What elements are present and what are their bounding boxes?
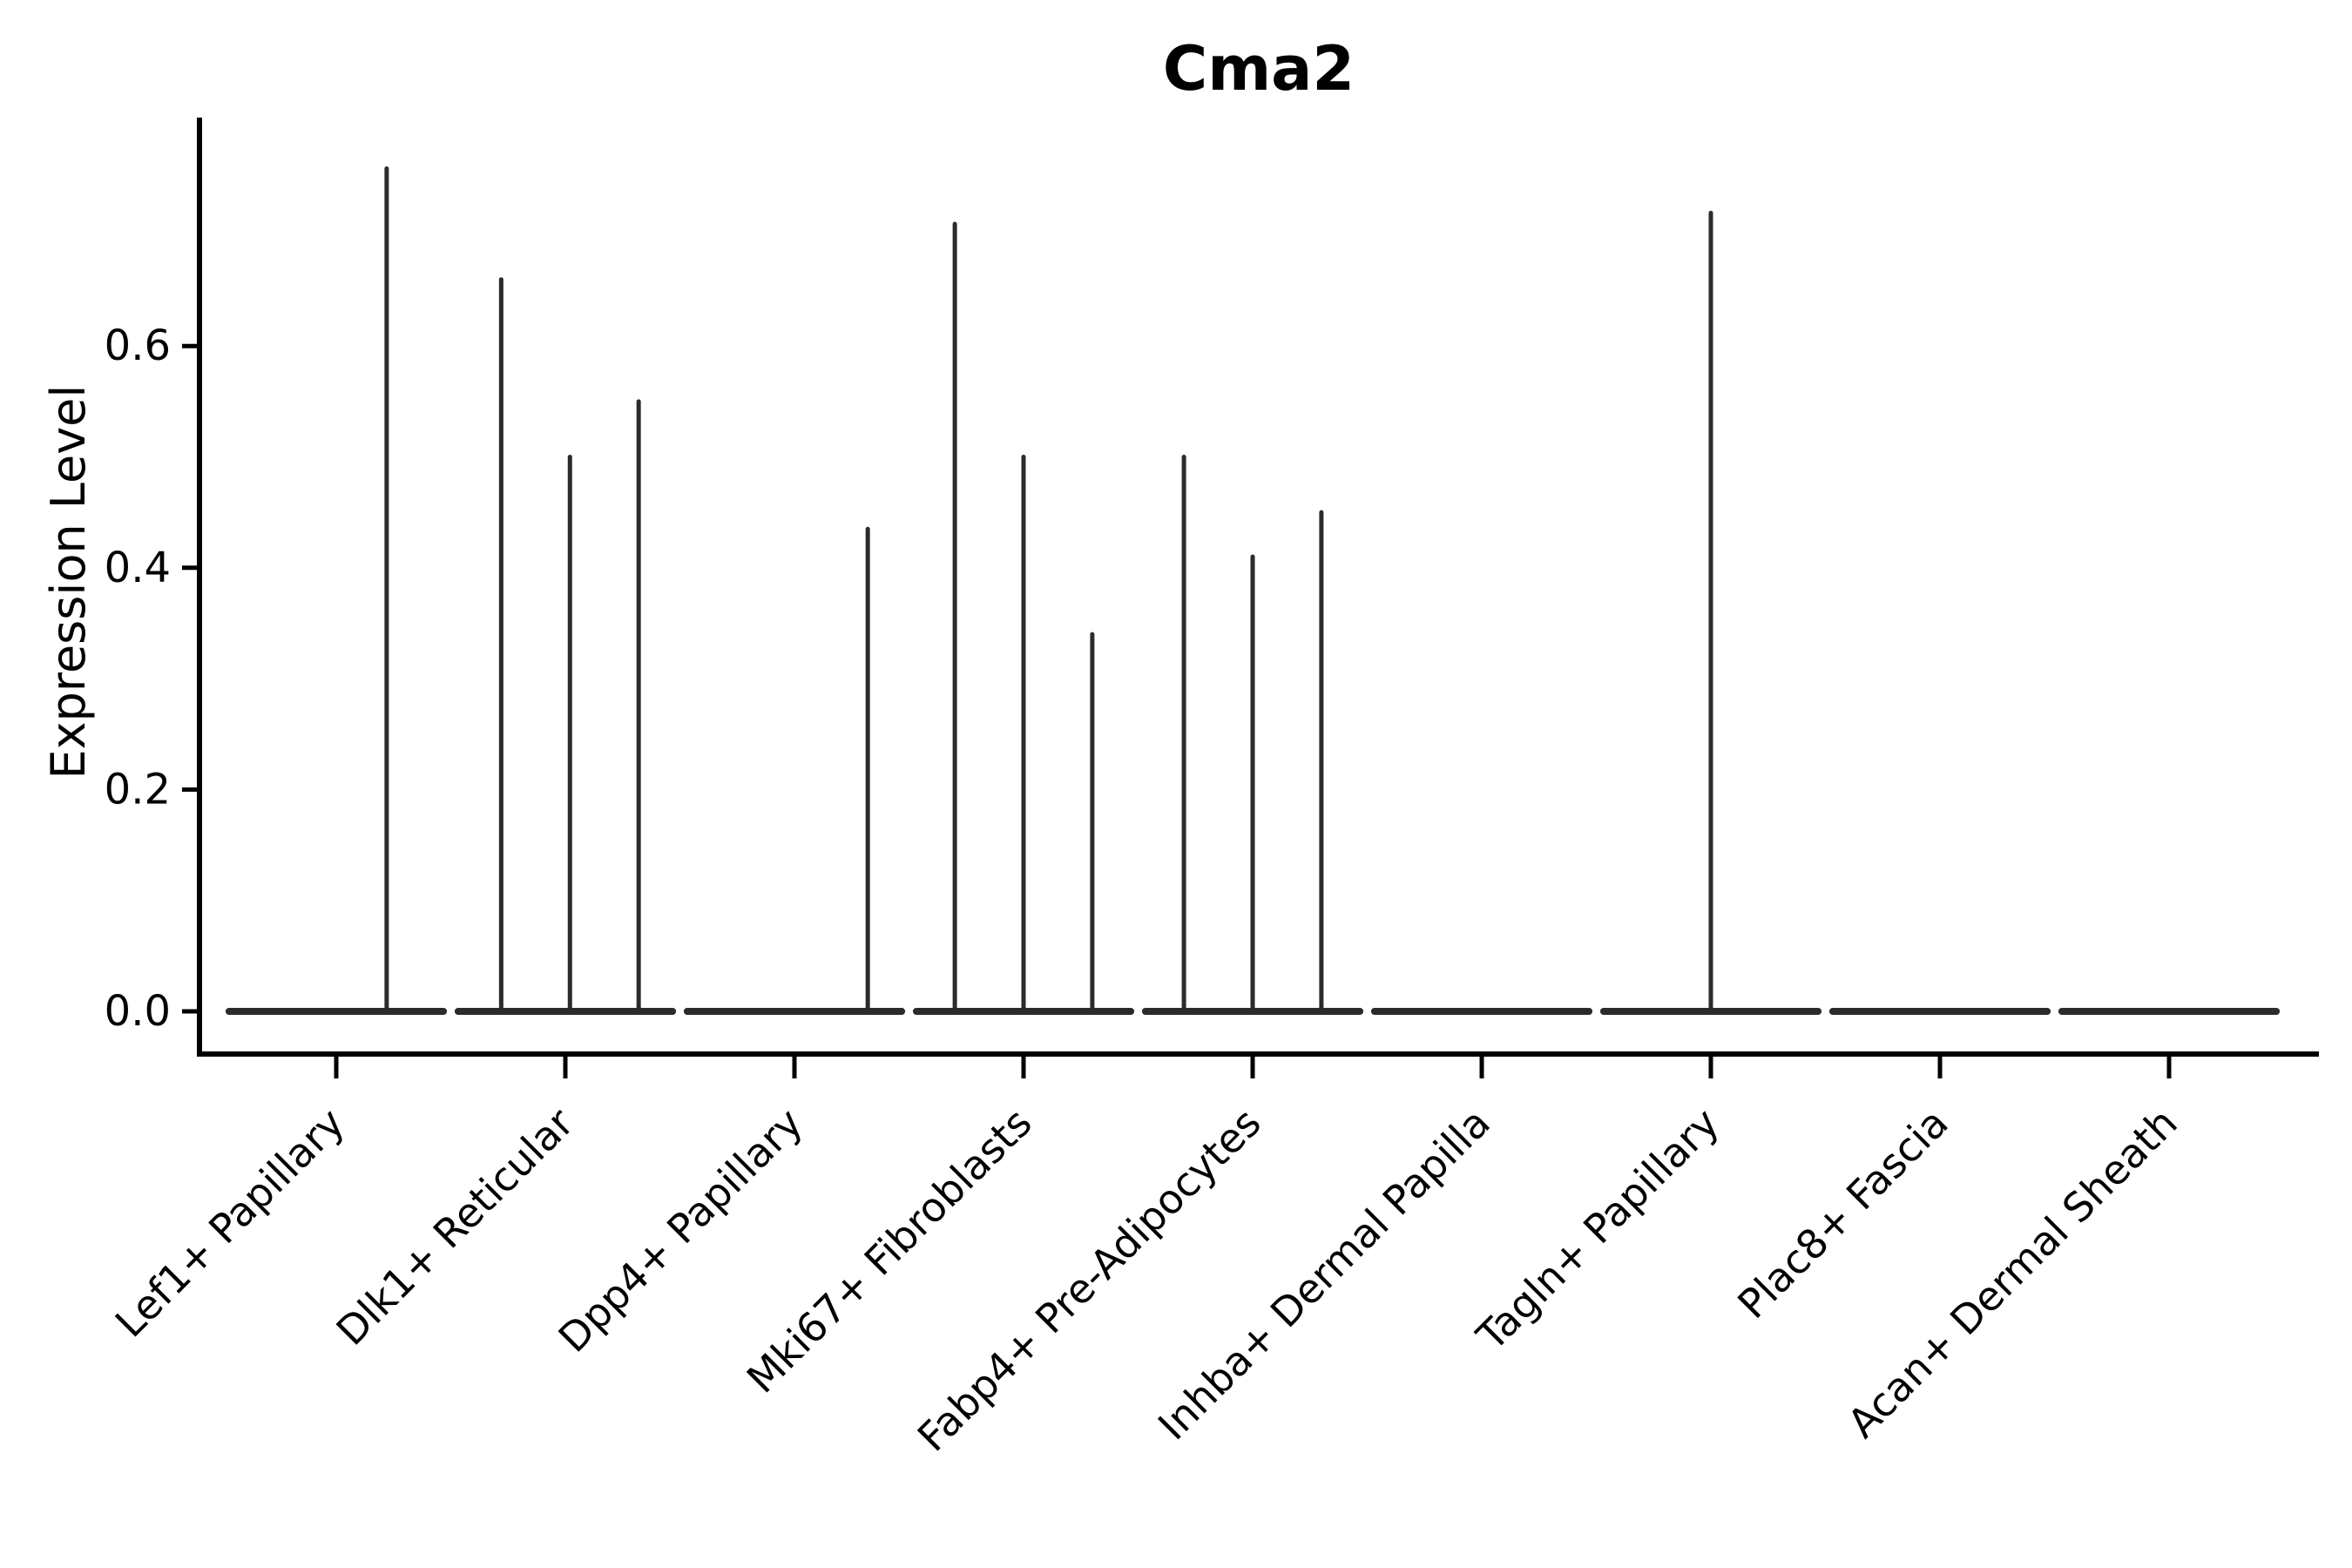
y-tick-label: 0.4 (105, 544, 171, 592)
y-axis-label: Expression Level (41, 385, 96, 780)
x-tick-label: Lef1+ Papillary (106, 1099, 354, 1347)
x-tick-label: Dlk1+ Reticular (328, 1099, 583, 1355)
x-tick-label: Tagln+ Papillary (1467, 1099, 1728, 1361)
x-tick-label: Dpp4+ Papillary (550, 1099, 812, 1362)
x-tick-label: Plac8+ Fascia (1728, 1099, 1957, 1328)
chart-title: Cma2 (1163, 33, 1355, 105)
y-tick-label: 0.2 (105, 765, 171, 814)
y-tick-label: 0.0 (105, 987, 171, 1036)
y-tick-label: 0.6 (105, 321, 171, 370)
